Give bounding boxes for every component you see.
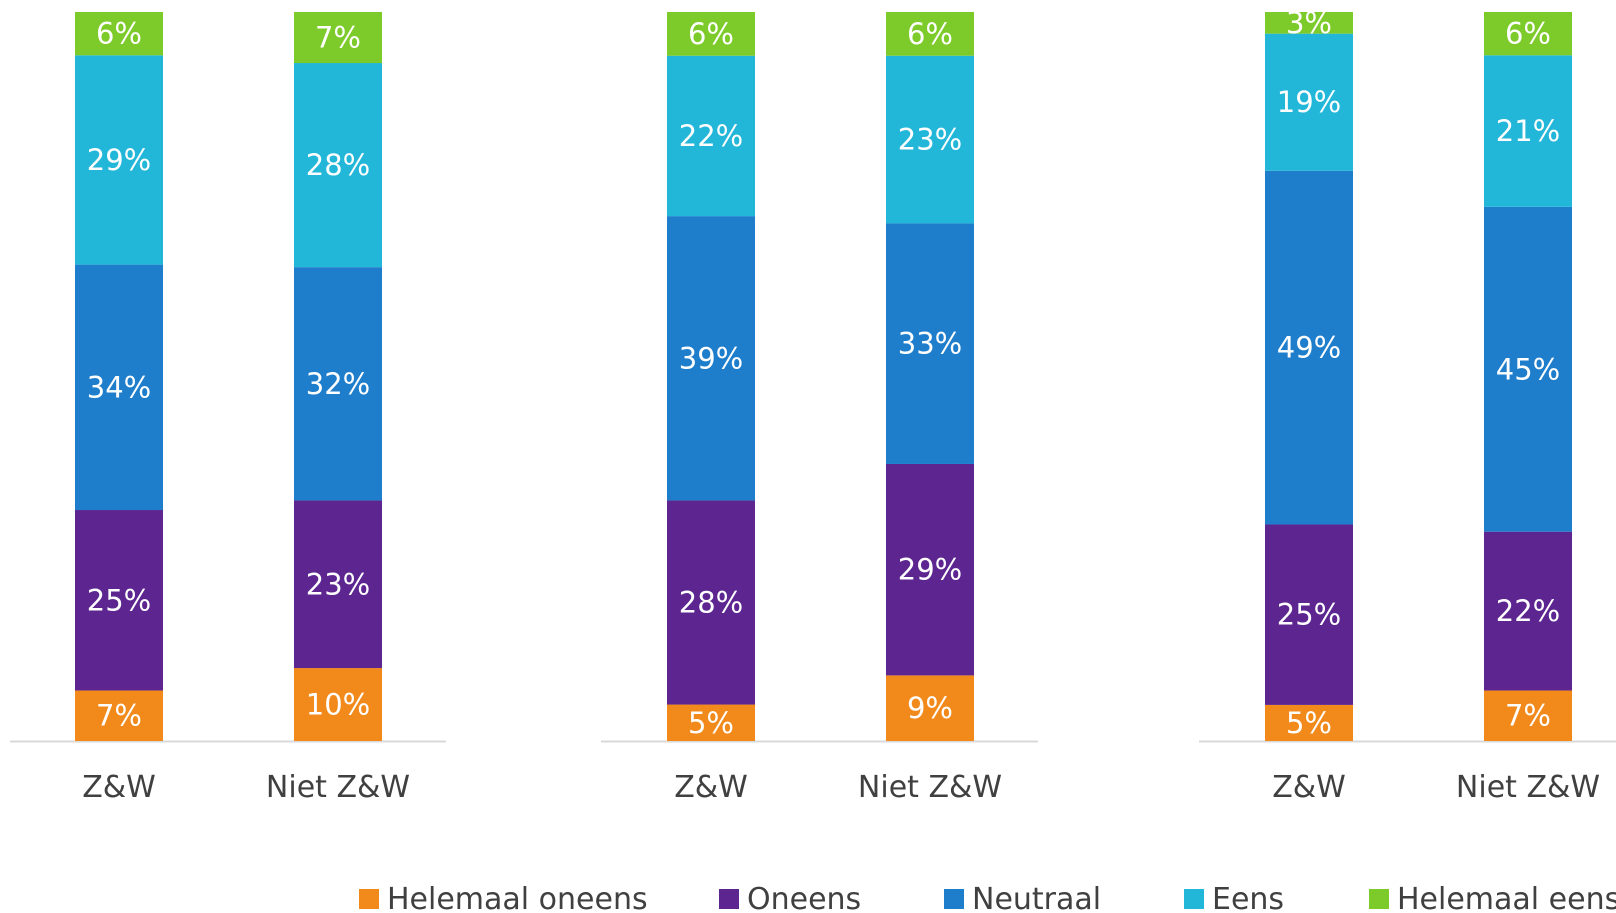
bar-segment-helemaal-eens: [667, 12, 755, 56]
data-label: 34%: [87, 370, 151, 404]
bar-segment-neutraal: [886, 223, 974, 464]
data-label: 7%: [1505, 699, 1551, 733]
data-label: 23%: [306, 567, 370, 601]
data-label: 49%: [1277, 331, 1341, 365]
legend-swatch: [1184, 889, 1204, 909]
data-label: 9%: [907, 691, 953, 725]
bar-segment-helemaal-eens: [75, 12, 163, 56]
legend-item: Eens: [1184, 882, 1284, 913]
legend-swatch: [719, 889, 739, 909]
data-label: 39%: [679, 341, 743, 375]
bar-segment-neutraal: [1265, 170, 1353, 525]
data-label: 32%: [306, 367, 370, 401]
data-label: 6%: [96, 17, 142, 51]
legend-item: Oneens: [719, 882, 861, 913]
legend-item: Neutraal: [944, 882, 1101, 913]
data-label: 29%: [87, 143, 151, 177]
data-label: 6%: [1505, 17, 1551, 51]
data-label: 6%: [688, 17, 734, 51]
bar-segment-oneens: [294, 500, 382, 669]
data-label: 5%: [688, 706, 734, 740]
bar-segment-eens: [667, 55, 755, 217]
bar-segment-eens: [294, 63, 382, 268]
legend-label: Helemaal oneens: [387, 882, 648, 913]
legend-swatch: [944, 889, 964, 909]
category-label: Niet Z&W: [1456, 770, 1600, 805]
bar-segment-helemaal-eens: [294, 12, 382, 64]
category-label: Niet Z&W: [266, 770, 410, 805]
data-label: 21%: [1496, 114, 1560, 148]
bar-segment-helemaal-eens: [1484, 12, 1572, 56]
data-label: 6%: [907, 17, 953, 51]
data-label: 29%: [898, 553, 962, 587]
data-label: 22%: [1496, 594, 1560, 628]
data-label: 7%: [315, 21, 361, 55]
chart-panel: 5% 25% 49% 19% 3% Z&W 7% 22% 45% 21% 6% Niet Z&W: [1199, 6, 1616, 805]
bar-segment-helemaal-oneens: [1484, 690, 1572, 741]
bar-segment-helemaal-oneens: [294, 668, 382, 741]
bar-segment-oneens: [75, 510, 163, 691]
legend-item: Helemaal oneens: [359, 882, 648, 913]
chart-panel: 5% 28% 39% 22% 6% Z&W 9% 29% 33% 23% 6% Niet Z&W: [601, 12, 1038, 805]
data-label: 22%: [679, 119, 743, 153]
bar-segment-helemaal-oneens: [886, 675, 974, 741]
legend-label: Helemaal eens: [1397, 882, 1616, 913]
bar-segment-helemaal-eens: [886, 12, 974, 56]
data-label: 5%: [1286, 706, 1332, 740]
bar-segment-neutraal: [75, 264, 163, 511]
chart-panels: 7%25%34%29%6%Z&W10%23%32%28%7%Niet Z&W5%…: [10, 6, 1616, 805]
category-label: Z&W: [82, 770, 156, 805]
bar-segment-oneens: [886, 463, 974, 676]
data-label: 19%: [1277, 85, 1341, 119]
data-label: 28%: [306, 148, 370, 182]
chart-legend: Helemaal oneens Oneens Neutraal Eens Helemaa…: [359, 882, 1616, 913]
bar-segment-neutraal: [667, 216, 755, 501]
bar-segment-neutraal: [1484, 206, 1572, 532]
legend-label: Eens: [1212, 882, 1284, 913]
chart-panel: 7% 25% 34% 29% 6% Z&W 10% 23% 32% 28% 7% Niet Z&W: [10, 12, 446, 805]
bar-segment-oneens: [1265, 524, 1353, 705]
category-label: Niet Z&W: [858, 770, 1002, 805]
legend-swatch: [1369, 889, 1389, 909]
data-label: 28%: [679, 585, 743, 619]
legend-label: Neutraal: [972, 882, 1101, 913]
category-label: Z&W: [674, 770, 748, 805]
bar-segment-oneens: [667, 500, 755, 705]
bar-segment-eens: [886, 55, 974, 224]
data-label: 3%: [1286, 6, 1332, 40]
bar-segment-eens: [75, 55, 163, 265]
data-label: 33%: [898, 327, 962, 361]
legend-swatch: [359, 889, 379, 909]
bar-segment-oneens: [1484, 531, 1572, 691]
legend-label: Oneens: [747, 882, 861, 913]
bar-segment-helemaal-oneens: [75, 690, 163, 741]
bar-segment-helemaal-eens: [1265, 12, 1353, 34]
data-label: 25%: [1277, 598, 1341, 632]
bar-segment-neutraal: [294, 267, 382, 501]
data-label: 25%: [87, 583, 151, 617]
bar-segment-helemaal-oneens: [1265, 704, 1353, 741]
category-label: Z&W: [1272, 770, 1346, 805]
data-label: 45%: [1496, 352, 1560, 386]
bar-segment-eens: [1484, 55, 1572, 207]
bar-segment-eens: [1265, 33, 1353, 171]
legend-item: Helemaal eens: [1369, 882, 1616, 913]
data-label: 23%: [898, 123, 962, 157]
data-label: 7%: [96, 699, 142, 733]
bar-segment-helemaal-oneens: [667, 704, 755, 741]
data-label: 10%: [306, 688, 370, 722]
